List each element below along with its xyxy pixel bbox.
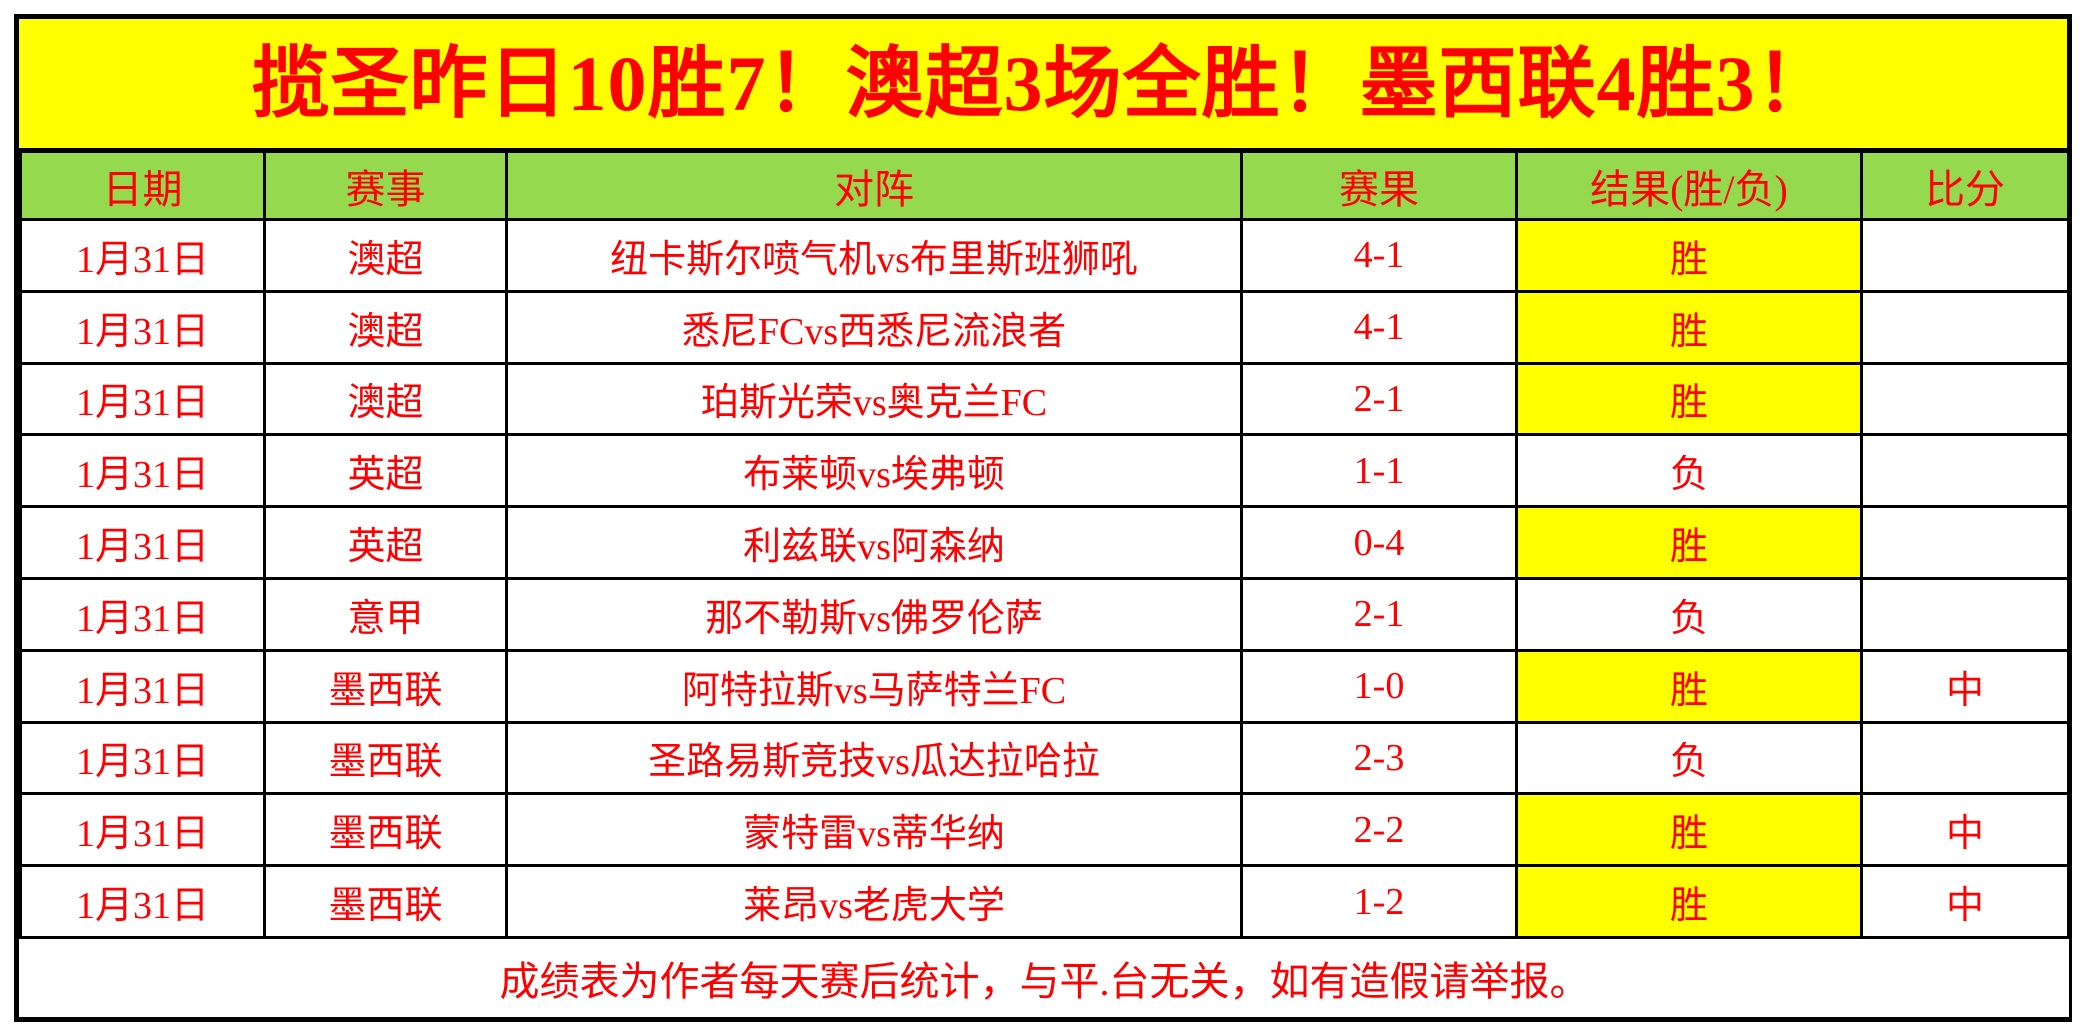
cell-bifen xyxy=(1860,361,2070,437)
cell-date: 1月31日 xyxy=(19,576,266,652)
cell-date: 1月31日 xyxy=(19,648,266,724)
cell-result: 胜 xyxy=(1515,505,1863,580)
column-header-match: 对阵 xyxy=(505,153,1243,221)
cell-date: 1月31日 xyxy=(19,433,266,509)
cell-date: 1月31日 xyxy=(19,289,266,365)
cell-league: 墨西联 xyxy=(263,720,508,796)
cell-match: 珀斯光荣vs奥克兰FC xyxy=(505,361,1243,437)
column-header-score: 赛果 xyxy=(1240,153,1518,221)
column-header-date: 日期 xyxy=(19,153,266,221)
cell-result: 负 xyxy=(1515,720,1863,796)
results-table: 日期 赛事 对阵 赛果 结果(胜/负) 比分 1月31日 澳超 纽卡斯尔喷气机vs布… xyxy=(19,153,2070,1017)
cell-league: 澳超 xyxy=(263,289,508,365)
cell-score: 2-1 xyxy=(1240,576,1518,652)
cell-result: 胜 xyxy=(1515,648,1863,724)
cell-bifen: 中 xyxy=(1860,648,2070,724)
footer-note: 成绩表为作者每天赛后统计，与平.台无关，如有造假请举报。 xyxy=(20,936,2069,1017)
cell-match: 利兹联vs阿森纳 xyxy=(505,505,1243,580)
cell-bifen xyxy=(1860,720,2070,796)
table-row: 1月31日 澳超 珀斯光荣vs奥克兰FC 2-1 胜 xyxy=(19,361,2070,437)
cell-result: 胜 xyxy=(1515,792,1863,868)
cell-bifen xyxy=(1860,576,2070,652)
cell-bifen xyxy=(1860,289,2070,365)
cell-match: 悉尼FCvs西悉尼流浪者 xyxy=(505,289,1243,365)
cell-league: 澳超 xyxy=(263,218,508,293)
table-row: 1月31日 墨西联 蒙特雷vs蒂华纳 2-2 胜中 xyxy=(19,792,2070,868)
cell-league: 墨西联 xyxy=(263,864,508,939)
cell-league: 墨西联 xyxy=(263,792,508,868)
cell-date: 1月31日 xyxy=(19,864,266,939)
cell-bifen xyxy=(1860,218,2070,293)
column-header-bifen: 比分 xyxy=(1860,153,2070,221)
banner-title: 揽圣昨日10胜7！澳超3场全胜！墨西联4胜3！ xyxy=(251,39,1835,127)
cell-score: 1-1 xyxy=(1240,433,1518,509)
cell-result: 胜 xyxy=(1515,218,1863,293)
table-row: 1月31日 意甲 那不勒斯vs佛罗伦萨 2-1 负 xyxy=(19,576,2070,652)
cell-score: 1-2 xyxy=(1240,864,1518,939)
cell-bifen xyxy=(1860,505,2070,580)
table-footer-row: 成绩表为作者每天赛后统计，与平.台无关，如有造假请举报。 xyxy=(20,936,2069,1017)
cell-league: 意甲 xyxy=(263,576,508,652)
cell-match: 布莱顿vs埃弗顿 xyxy=(505,433,1243,509)
table-row: 1月31日 澳超 纽卡斯尔喷气机vs布里斯班狮吼 4-1 胜 xyxy=(19,218,2070,293)
cell-date: 1月31日 xyxy=(19,792,266,868)
results-sheet: 揽圣昨日10胜7！澳超3场全胜！墨西联4胜3！ 日期 赛事 对阵 赛果 结果(胜… xyxy=(14,14,2072,1022)
cell-date: 1月31日 xyxy=(19,720,266,796)
cell-match: 蒙特雷vs蒂华纳 xyxy=(505,792,1243,868)
cell-score: 0-4 xyxy=(1240,505,1518,580)
cell-league: 澳超 xyxy=(263,361,508,437)
banner: 揽圣昨日10胜7！澳超3场全胜！墨西联4胜3！ xyxy=(19,19,2067,153)
cell-match: 阿特拉斯vs马萨特兰FC xyxy=(505,648,1243,724)
cell-result: 负 xyxy=(1515,433,1863,509)
cell-match: 圣路易斯竞技vs瓜达拉哈拉 xyxy=(505,720,1243,796)
table-row: 1月31日 澳超 悉尼FCvs西悉尼流浪者 4-1 胜 xyxy=(19,289,2070,365)
cell-result: 胜 xyxy=(1515,864,1863,939)
table-row: 1月31日 墨西联 阿特拉斯vs马萨特兰FC 1-0 胜中 xyxy=(19,648,2070,724)
column-header-league: 赛事 xyxy=(263,153,508,221)
cell-bifen: 中 xyxy=(1860,792,2070,868)
cell-date: 1月31日 xyxy=(19,218,266,293)
table-row: 1月31日 墨西联 莱昂vs老虎大学 1-2 胜中 xyxy=(19,864,2070,939)
table-row: 1月31日 英超 布莱顿vs埃弗顿 1-1 负 xyxy=(19,433,2070,509)
cell-score: 1-0 xyxy=(1240,648,1518,724)
cell-score: 4-1 xyxy=(1240,218,1518,293)
table-header-row: 日期 赛事 对阵 赛果 结果(胜/负) 比分 xyxy=(19,153,2070,221)
cell-score: 2-3 xyxy=(1240,720,1518,796)
column-header-result: 结果(胜/负) xyxy=(1515,153,1863,221)
cell-match: 纽卡斯尔喷气机vs布里斯班狮吼 xyxy=(505,218,1243,293)
table-body: 1月31日 澳超 纽卡斯尔喷气机vs布里斯班狮吼 4-1 胜 1月31日 澳超 悉尼FCvs西… xyxy=(19,218,2070,939)
table-row: 1月31日 墨西联 圣路易斯竞技vs瓜达拉哈拉 2-3 负 xyxy=(19,720,2070,796)
table-row: 1月31日 英超 利兹联vs阿森纳 0-4 胜 xyxy=(19,505,2070,580)
cell-match: 莱昂vs老虎大学 xyxy=(505,864,1243,939)
cell-match: 那不勒斯vs佛罗伦萨 xyxy=(505,576,1243,652)
cell-date: 1月31日 xyxy=(19,505,266,580)
cell-score: 4-1 xyxy=(1240,289,1518,365)
cell-result: 胜 xyxy=(1515,289,1863,365)
cell-date: 1月31日 xyxy=(19,361,266,437)
cell-bifen xyxy=(1860,433,2070,509)
cell-score: 2-1 xyxy=(1240,361,1518,437)
cell-result: 负 xyxy=(1515,576,1863,652)
cell-score: 2-2 xyxy=(1240,792,1518,868)
cell-league: 英超 xyxy=(263,505,508,580)
cell-league: 墨西联 xyxy=(263,648,508,724)
cell-bifen: 中 xyxy=(1860,864,2070,939)
cell-league: 英超 xyxy=(263,433,508,509)
cell-result: 胜 xyxy=(1515,361,1863,437)
